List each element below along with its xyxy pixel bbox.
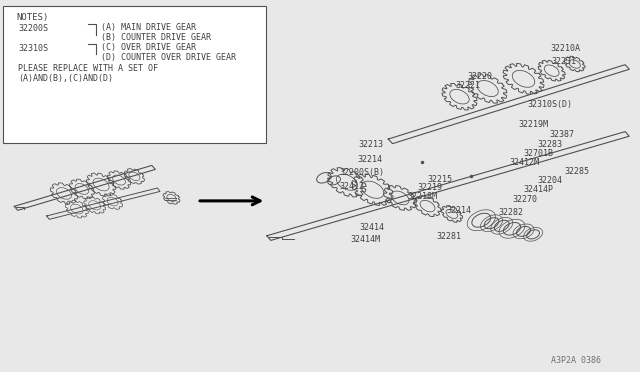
Text: 32210A: 32210A xyxy=(550,44,580,53)
Text: (C) OVER DRIVE GEAR: (C) OVER DRIVE GEAR xyxy=(101,43,196,52)
Text: 32270: 32270 xyxy=(512,195,537,203)
Text: 32200S: 32200S xyxy=(18,24,48,33)
Text: 32414P: 32414P xyxy=(524,185,554,194)
Text: (D) COUNTER OVER DRIVE GEAR: (D) COUNTER OVER DRIVE GEAR xyxy=(101,53,236,62)
Text: 32200S(B): 32200S(B) xyxy=(339,169,384,177)
Text: 32214: 32214 xyxy=(357,155,382,164)
Text: 32231: 32231 xyxy=(552,57,577,66)
Text: 32219M: 32219M xyxy=(518,120,548,129)
Text: NOTES): NOTES) xyxy=(16,13,48,22)
Text: PLEASE REPLACE WITH A SET OF: PLEASE REPLACE WITH A SET OF xyxy=(18,64,158,73)
Text: 32215: 32215 xyxy=(428,175,452,184)
Text: (A) MAIN DRIVE GEAR: (A) MAIN DRIVE GEAR xyxy=(101,23,196,32)
Text: 32218M: 32218M xyxy=(407,192,437,201)
Text: 32310S: 32310S xyxy=(18,44,48,53)
FancyBboxPatch shape xyxy=(3,6,266,143)
Text: 32414M: 32414M xyxy=(351,235,381,244)
Text: 32310S(D): 32310S(D) xyxy=(527,100,572,109)
Text: 32412M: 32412M xyxy=(509,158,540,167)
Text: A3P2A 0386: A3P2A 0386 xyxy=(551,356,601,365)
Text: (A)AND(B),(C)AND(D): (A)AND(B),(C)AND(D) xyxy=(18,74,113,83)
Text: 32213: 32213 xyxy=(358,140,383,149)
Text: 32220: 32220 xyxy=(467,72,492,81)
Text: 32701B: 32701B xyxy=(524,149,554,158)
Text: 32412: 32412 xyxy=(339,182,364,191)
Text: 32221: 32221 xyxy=(456,81,481,90)
Text: 32219: 32219 xyxy=(417,183,442,192)
Text: 32283: 32283 xyxy=(538,140,563,149)
Text: 32282: 32282 xyxy=(498,208,523,217)
Text: 32204: 32204 xyxy=(538,176,563,185)
Text: 32214: 32214 xyxy=(447,206,472,215)
Text: 32414: 32414 xyxy=(360,223,385,232)
Text: 32285: 32285 xyxy=(564,167,589,176)
Text: 32281: 32281 xyxy=(436,232,461,241)
Text: (B) COUNTER DRIVE GEAR: (B) COUNTER DRIVE GEAR xyxy=(101,33,211,42)
Text: 32387: 32387 xyxy=(549,130,574,139)
